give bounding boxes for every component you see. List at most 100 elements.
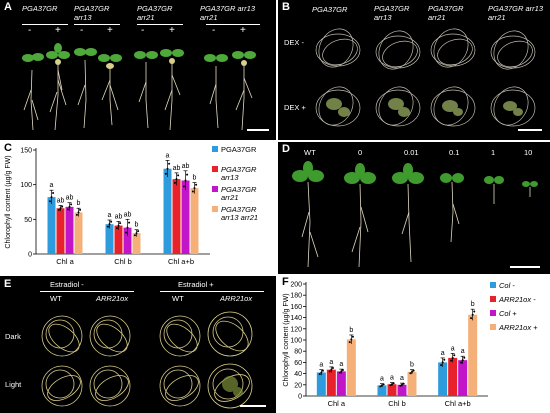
data-point	[77, 211, 80, 214]
y-tick-label: 100	[290, 338, 302, 345]
panel-d-dose-label: 0.1	[449, 148, 460, 157]
data-point	[70, 203, 73, 206]
scale-bar	[510, 266, 540, 268]
bar	[105, 224, 114, 254]
panel-b-genotype-4: PGA37GR arr13 arr21	[488, 4, 544, 22]
y-tick-label: 160	[290, 304, 302, 311]
y-tick-label: 40	[294, 371, 302, 378]
panel-a-genotype-1: PGA37GR	[22, 4, 58, 13]
data-point	[166, 167, 169, 170]
bar	[346, 339, 356, 396]
bar	[438, 362, 448, 396]
panel-e-label: E	[4, 278, 12, 290]
significance-letter: a	[50, 182, 54, 189]
panel-a-treatment: +	[107, 25, 113, 36]
data-point	[443, 358, 446, 361]
significance-letter: a	[400, 375, 404, 382]
significance-letter: a	[451, 345, 455, 352]
data-point	[463, 356, 466, 359]
data-point	[382, 383, 385, 386]
data-point	[328, 370, 331, 373]
panel-d-dose-label: 1	[491, 148, 496, 157]
panel-e-group-label: Estradiol +	[178, 280, 214, 289]
bar	[377, 385, 387, 396]
legend-label: PGA37GR arr13 arr21	[221, 205, 258, 222]
data-point	[381, 384, 383, 387]
bar	[326, 369, 336, 396]
y-tick-label: 80	[294, 349, 302, 356]
bar	[56, 208, 65, 254]
x-tick-label: Chl b	[114, 257, 132, 266]
significance-letter: b	[135, 222, 139, 229]
significance-letter: a	[329, 359, 333, 366]
data-point	[195, 183, 198, 186]
panel-b-genotype-1: PGA37GR	[312, 5, 348, 14]
data-point	[411, 370, 413, 373]
data-point	[330, 368, 333, 371]
significance-letter: a	[319, 362, 323, 369]
data-point	[350, 338, 353, 341]
bar	[468, 314, 478, 396]
bar	[190, 188, 199, 254]
significance-letter: a	[390, 375, 394, 382]
data-point	[450, 359, 453, 362]
panel-e-genotype: ARR21ox	[96, 294, 129, 303]
data-point	[392, 382, 395, 385]
data-point	[137, 230, 140, 233]
significance-letter: ab	[57, 197, 65, 204]
y-axis-label: Chlorophyll content (µg/g FW)	[283, 293, 290, 386]
legend-label: Col +	[499, 309, 517, 318]
x-tick-label: Chl a+b	[168, 257, 194, 266]
scale-bar	[240, 405, 266, 407]
scale-bar	[247, 129, 269, 131]
data-point	[173, 181, 176, 184]
data-point	[191, 190, 194, 193]
panel-e-tangle-image	[41, 311, 253, 409]
y-tick-label: 140	[290, 315, 302, 322]
significance-letter: b	[193, 175, 197, 182]
data-point	[108, 223, 111, 226]
bar	[316, 372, 326, 396]
panel-d-dose-label: 0	[358, 148, 363, 157]
data-point	[461, 359, 464, 362]
y-tick-label: 200	[290, 282, 302, 289]
panel-d-dose-label: 0.01	[404, 148, 419, 157]
panel-e-row-label: Dark	[5, 332, 21, 341]
panel-a-seedlings-image	[22, 43, 256, 131]
significance-letter: ab	[182, 163, 190, 170]
x-tick-label: Chl a	[56, 257, 74, 266]
legend-label: Col -	[499, 281, 515, 290]
panel-e-group-label: Estradiol -	[50, 280, 84, 289]
panel-d-dose-label: 10	[524, 148, 533, 157]
data-point	[318, 373, 321, 376]
panel-e-genotype: WT	[172, 294, 184, 303]
data-point	[128, 221, 131, 224]
legend-swatch	[212, 206, 218, 212]
data-point	[106, 225, 109, 228]
data-point	[453, 354, 456, 357]
data-point	[182, 185, 185, 188]
data-point	[184, 179, 187, 182]
x-tick-label: Chl b	[388, 399, 406, 408]
data-point	[75, 213, 78, 216]
data-point	[338, 371, 341, 374]
bar	[181, 180, 190, 254]
y-tick-label: 100	[20, 182, 32, 189]
panel-a-treatment: +	[55, 25, 61, 36]
data-point	[124, 231, 127, 234]
data-point	[48, 200, 51, 203]
data-point	[168, 162, 171, 165]
panel-a-treatment: +	[169, 25, 175, 36]
data-point	[340, 370, 343, 373]
bar	[65, 206, 74, 254]
panel-b-genotype-2: PGA37GR arr13	[374, 4, 410, 22]
bar	[47, 197, 56, 254]
data-point	[440, 364, 443, 367]
y-tick-label: 120	[290, 326, 302, 333]
bar	[114, 225, 123, 254]
legend-label: ARR21ox +	[498, 323, 538, 332]
y-axis-label: Chlorophyll content (µg/g FW)	[5, 155, 12, 248]
data-point	[79, 208, 82, 211]
data-point	[66, 208, 69, 211]
data-point	[320, 371, 323, 374]
